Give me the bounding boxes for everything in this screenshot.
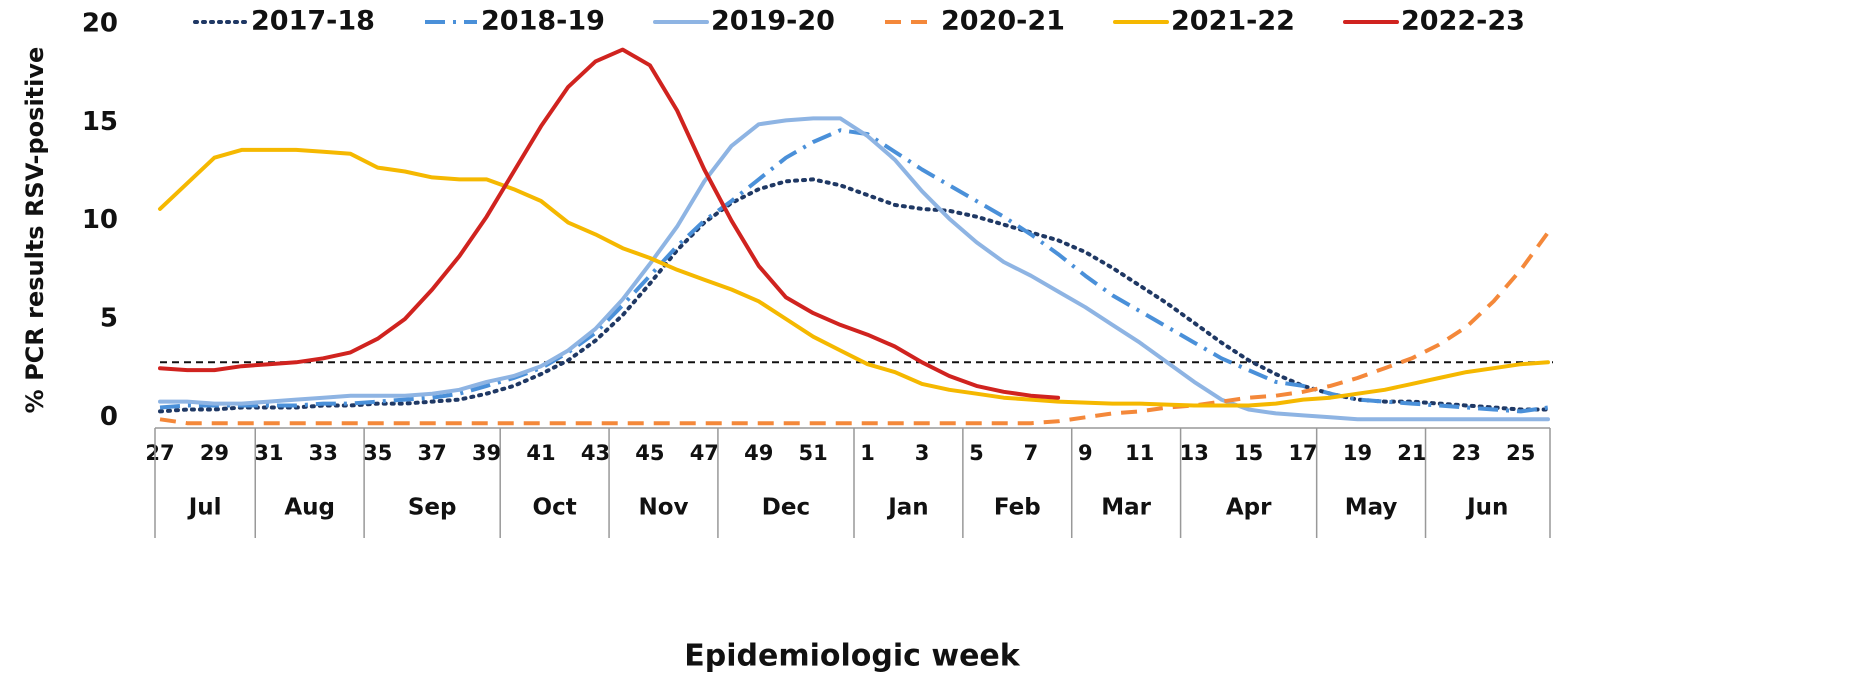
month-label: Jan: [886, 495, 928, 521]
x-tick-label: 19: [1343, 441, 1372, 465]
month-label: Nov: [638, 495, 688, 521]
month-label: Dec: [762, 495, 810, 521]
legend-label: 2020-21: [941, 6, 1065, 37]
series-line: [159, 128, 1549, 414]
x-tick-label: 29: [200, 441, 229, 465]
x-tick-label: 43: [581, 441, 610, 465]
month-label: Mar: [1101, 495, 1151, 521]
x-tick-label: 31: [254, 441, 283, 465]
month-label: Jul: [187, 495, 222, 521]
x-tick-label: 33: [309, 441, 338, 465]
x-tick-label: 15: [1234, 441, 1263, 465]
x-axis-title: Epidemiologic week: [684, 639, 1021, 674]
month-label: Oct: [533, 495, 577, 521]
x-tick-label: 45: [635, 441, 664, 465]
x-tick-label: 47: [690, 441, 719, 465]
x-tick-label: 49: [744, 441, 773, 465]
x-tick-label: 25: [1506, 441, 1535, 465]
x-tick-label: 5: [969, 441, 984, 465]
y-axis-title: % PCR results RSV-positive: [21, 47, 49, 414]
x-tick-label: 11: [1125, 441, 1154, 465]
x-tick-label: 35: [363, 441, 392, 465]
series-line: [158, 147, 1550, 408]
x-tick-label: 51: [799, 441, 828, 465]
month-label: Apr: [1226, 495, 1272, 521]
x-tick-label: 17: [1288, 441, 1317, 465]
y-tick-label: 0: [100, 402, 118, 432]
legend-label: 2022-23: [1401, 6, 1525, 37]
legend-label: 2021-22: [1171, 6, 1295, 37]
x-tick-label: 37: [418, 441, 447, 465]
x-tick-label: 39: [472, 441, 501, 465]
y-tick-label: 20: [82, 9, 118, 39]
x-tick-label: 1: [860, 441, 875, 465]
series-line: [159, 231, 1550, 426]
month-label: Jun: [1465, 495, 1508, 521]
x-tick-label: 23: [1452, 441, 1481, 465]
month-label: May: [1345, 495, 1398, 521]
x-tick-label: 21: [1397, 441, 1426, 465]
month-label: Feb: [994, 495, 1041, 521]
series-line: [158, 47, 1061, 400]
series-line: [158, 116, 1550, 422]
x-tick-label: 27: [145, 441, 174, 465]
x-tick-label: 41: [526, 441, 555, 465]
y-tick-label: 5: [100, 304, 118, 334]
legend-label: 2017-18: [251, 6, 375, 37]
x-tick-label: 13: [1180, 441, 1209, 465]
series-line: [158, 177, 1550, 414]
y-tick-label: 15: [82, 107, 118, 137]
x-tick-label: 9: [1078, 441, 1093, 465]
y-tick-label: 10: [82, 205, 118, 235]
legend-label: 2019-20: [711, 6, 835, 37]
x-tick-label: 7: [1024, 441, 1039, 465]
month-label: Sep: [408, 495, 457, 521]
month-label: Aug: [284, 495, 335, 521]
x-tick-label: 3: [915, 441, 930, 465]
legend-label: 2018-19: [481, 6, 605, 37]
